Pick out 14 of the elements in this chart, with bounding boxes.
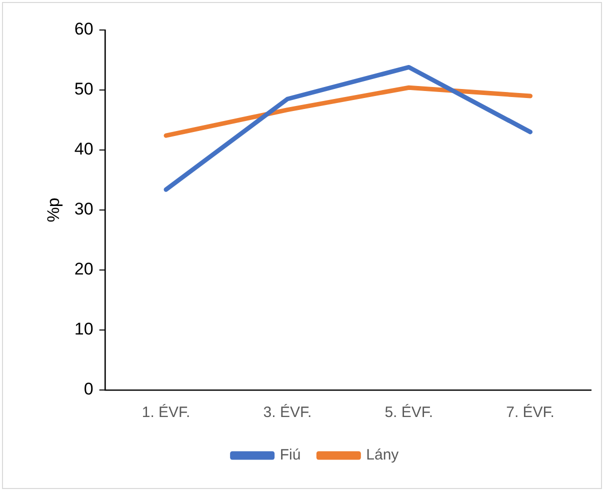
x-tick-label: 5. ÉVF. [384, 403, 434, 422]
x-tick-label: 7. ÉVF. [506, 403, 554, 422]
x-tick-label: 1. ÉVF. [142, 403, 190, 422]
y-tick-label: 30 [74, 200, 94, 219]
y-tick-label: 0 [84, 380, 94, 399]
legend-label: Lány [366, 446, 400, 464]
y-tick-label: 40 [74, 140, 94, 159]
y-axis-title: %p [44, 198, 63, 222]
x-tick-label: 3. ÉVF. [263, 403, 312, 422]
legend-label: Fiú [280, 446, 301, 464]
y-tick-label: 60 [74, 20, 94, 39]
y-tick-label: 20 [74, 260, 94, 279]
y-tick-label: 10 [74, 320, 94, 339]
y-tick-label: 50 [74, 80, 94, 99]
